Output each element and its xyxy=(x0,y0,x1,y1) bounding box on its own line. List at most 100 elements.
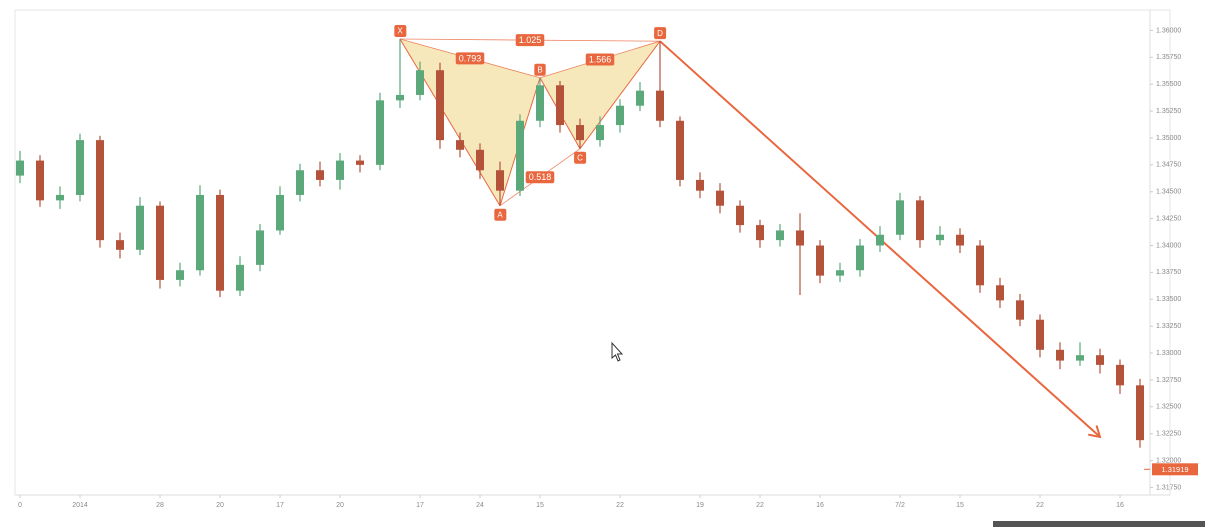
y-tick-label: 1.33000 xyxy=(1156,350,1181,357)
x-tick-label: 22 xyxy=(616,502,624,509)
candle-body xyxy=(716,190,724,206)
y-tick-label: 1.32500 xyxy=(1156,404,1181,411)
candle-body xyxy=(236,264,244,291)
y-tick-label: 1.36000 xyxy=(1156,27,1181,34)
x-tick-label: 17 xyxy=(276,502,284,509)
pattern-point-label: B xyxy=(537,65,542,74)
candle-body xyxy=(196,194,204,271)
x-tick-label: 20 xyxy=(216,502,224,509)
x-tick-label: 17 xyxy=(416,502,424,509)
candle-body xyxy=(156,205,164,280)
candle-body xyxy=(416,70,424,95)
candle-body xyxy=(956,234,964,246)
candle-body xyxy=(296,170,304,195)
x-tick-label: 19 xyxy=(696,502,704,509)
candle-body xyxy=(16,160,24,176)
pattern-point-label-box xyxy=(494,208,507,221)
x-tick-label: 22 xyxy=(1036,502,1044,509)
pattern-point-label: C xyxy=(577,153,583,162)
candle-body xyxy=(616,105,624,126)
pattern-point-label: A xyxy=(497,210,503,219)
video-bar xyxy=(993,521,1205,527)
x-tick-label: 0 xyxy=(18,502,22,509)
y-tick-label: 1.33250 xyxy=(1156,323,1181,330)
candle-body xyxy=(656,90,664,121)
candle-body xyxy=(816,245,824,276)
candle-body xyxy=(516,120,524,191)
pattern-fill xyxy=(400,39,540,206)
pattern-point-label: D xyxy=(657,29,663,38)
last-price-box xyxy=(1152,463,1198,476)
ratio-label-box xyxy=(525,171,555,184)
ratio-label-box xyxy=(515,34,545,47)
y-tick-label: 1.35000 xyxy=(1156,135,1181,142)
pattern-point-label-box xyxy=(574,151,587,164)
candle-body xyxy=(316,170,324,180)
candle-body xyxy=(376,100,384,165)
candle-body xyxy=(136,205,144,250)
candle-body xyxy=(1096,355,1104,365)
y-tick-label: 1.35750 xyxy=(1156,54,1181,61)
pattern-point-label-group: C xyxy=(574,151,587,164)
pattern-leg xyxy=(579,40,661,150)
cursor xyxy=(611,341,624,362)
candle-body xyxy=(736,205,744,226)
y-tick-label: 1.35500 xyxy=(1156,81,1181,88)
candle-body xyxy=(776,230,784,241)
candle-body xyxy=(576,125,584,141)
candle-body xyxy=(756,225,764,241)
candle-body xyxy=(696,179,704,191)
x-tick-label: 15 xyxy=(956,502,964,509)
candle-body xyxy=(256,230,264,265)
candle-body xyxy=(76,140,84,195)
candle-body xyxy=(1036,319,1044,350)
arrow-head xyxy=(1088,425,1102,439)
x-tick-label: 16 xyxy=(1116,502,1124,509)
y-tick-label: 1.33500 xyxy=(1156,296,1181,303)
candle-body xyxy=(116,240,124,250)
ratio-label: 1.566 xyxy=(589,54,612,64)
candle-body xyxy=(896,200,904,235)
candle-body xyxy=(1016,300,1024,320)
candle-body xyxy=(96,140,104,241)
candle-body xyxy=(396,94,404,101)
y-tick-label: 1.33750 xyxy=(1156,269,1181,276)
candle-body xyxy=(556,85,564,126)
candle-body xyxy=(1116,364,1124,386)
x-tick-label: 24 xyxy=(476,502,484,509)
candle-body xyxy=(996,285,1004,301)
y-tick-label: 1.31750 xyxy=(1156,484,1181,491)
pattern-point-label-box xyxy=(534,63,546,76)
ratio-label-group: 1.025 xyxy=(515,34,545,47)
y-tick-label: 1.34000 xyxy=(1156,242,1181,249)
x-tick-label: 28 xyxy=(156,502,164,509)
x-tick-label: 20 xyxy=(336,502,344,509)
candle-body xyxy=(796,230,804,246)
candle-body xyxy=(496,170,504,191)
pattern-point-label-box xyxy=(394,25,407,38)
x-tick-label: 22 xyxy=(756,502,764,509)
y-tick-label: 1.32750 xyxy=(1156,377,1181,384)
candle-body xyxy=(676,120,684,180)
y-tick-label: 1.34500 xyxy=(1156,189,1181,196)
ratio-label-box xyxy=(455,52,485,65)
x-tick-label: 2014 xyxy=(72,502,88,509)
candle-body xyxy=(216,194,224,291)
candle-body xyxy=(176,270,184,280)
x-tick-label: 7/2 xyxy=(895,502,905,509)
pattern-point-label-group: X xyxy=(394,25,407,38)
y-tick-label: 1.32250 xyxy=(1156,431,1181,438)
candle-body xyxy=(916,200,924,241)
pattern-fill xyxy=(540,41,660,149)
candle-body xyxy=(336,160,344,180)
candle-body xyxy=(476,149,484,171)
candle-body xyxy=(56,194,64,201)
candle-body xyxy=(1056,349,1064,361)
candle-body xyxy=(836,270,844,276)
x-tick-label: 15 xyxy=(536,502,544,509)
candle-body xyxy=(976,245,984,286)
last-price-label: 1.31919 xyxy=(1161,465,1188,474)
candle-body xyxy=(596,125,604,141)
ratio-label: 0.793 xyxy=(459,53,482,63)
